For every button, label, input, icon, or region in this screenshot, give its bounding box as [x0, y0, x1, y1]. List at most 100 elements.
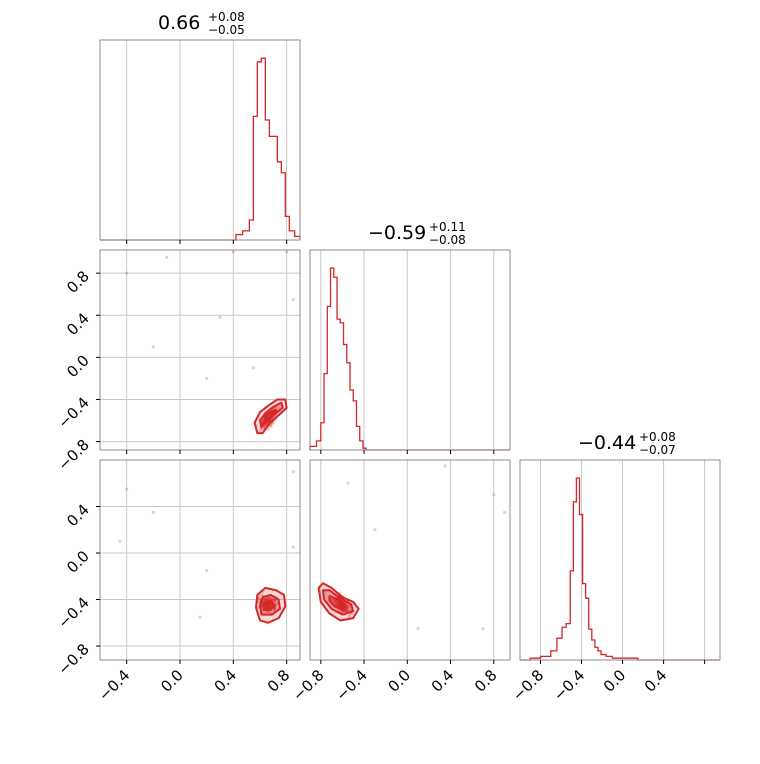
diag-3-bin-3 [557, 638, 562, 660]
cross-2-1-point-5 [285, 250, 289, 254]
cross-2-1-ylabel-4: 0.8 [63, 267, 93, 297]
cross-3-1-cloud-point-161 [272, 598, 276, 602]
cross-3-2-cloud-point-249 [344, 607, 348, 611]
cross-3-2-cloud-point-252 [345, 606, 349, 609]
diag-1-title-minus: −0.05 [208, 23, 245, 37]
cross-3-1-cloud-point-37 [261, 611, 265, 615]
diag-2-histogram-step [309, 267, 510, 451]
cross-2-1-point-8 [251, 366, 255, 370]
cross-3-1-point-0 [125, 487, 129, 491]
cross-3-1-cloud-point-215 [263, 598, 267, 602]
frames-layer [96, 39, 721, 664]
diag-2-bin-3 [324, 374, 327, 450]
cross-2-1-point-2 [231, 250, 235, 254]
diag-1-title-plus: +0.08 [208, 10, 245, 24]
cross-2-1-cloud-point-216 [270, 425, 273, 429]
diag-2-bin-2 [321, 423, 324, 450]
cross-3-2-cloud-point-248 [348, 605, 351, 609]
cross-3-1-point-4 [291, 470, 295, 474]
cross-3-1-point-3 [198, 615, 202, 619]
diag-1-bin-1 [236, 235, 243, 240]
diag-3-bin-10 [583, 584, 586, 660]
cross-3-2-xlabel-3: 0.4 [428, 666, 458, 696]
diag-3-bin-13 [592, 640, 595, 660]
cross-3-2-point-4 [481, 627, 485, 631]
diag-3-bin-16 [601, 655, 606, 660]
cross-3-1-frame [99, 459, 301, 661]
cross-2-1-ylabel-0: −0.8 [54, 436, 92, 474]
diag-1-bin-3 [249, 220, 253, 240]
diag-1-histogram-step [100, 57, 301, 241]
cross-3-1-ylabel-2: 0.0 [63, 547, 93, 577]
cross-3-2-point-1 [492, 493, 496, 497]
diag-1-title-value: 0.66 [158, 12, 200, 34]
cross-3-1-cloud-point-133 [266, 596, 270, 600]
grid-layer [100, 40, 706, 660]
cross-3-1-point-6 [118, 539, 122, 543]
cross-2-1-cloud-point-138 [266, 428, 270, 432]
diag-3-bin-7 [573, 502, 576, 660]
diag-1-bin-14 [295, 236, 300, 240]
cross-2-1-cloud-point-212 [277, 406, 281, 410]
diag-1-bin-13 [289, 231, 294, 240]
cross-3-1-cloud-point-194 [258, 597, 262, 601]
cross-3-2-cloud-point-174 [345, 608, 348, 612]
cross-2-1-ylabel-1: −0.4 [54, 394, 92, 432]
cross-3-2-xlabel-0: −0.8 [289, 666, 327, 704]
diag-3-xlabel-1: −0.4 [550, 666, 588, 704]
diag-2-bin-6 [334, 277, 337, 450]
cross-2-1-point-0 [125, 271, 129, 275]
diag-2-bin-7 [337, 319, 340, 450]
diag-2-title-plus: +0.11 [429, 220, 466, 234]
cross-3-1-xlabel-0: −0.4 [95, 666, 133, 704]
cross-2-1-point-3 [218, 315, 222, 319]
cross-3-1-cloud-point-20 [267, 596, 270, 600]
cross-2-1-frame [99, 249, 301, 451]
diag-2-title-value: −0.59 [368, 222, 426, 244]
diag-1-bin-8 [269, 136, 273, 240]
cross-3-2-xlabel-1: −0.4 [332, 666, 370, 704]
diag-3-xlabel-0: −0.8 [509, 666, 547, 704]
diag-2-bin-11 [350, 390, 353, 450]
cross-3-2-cloud-point-186 [342, 609, 346, 613]
marks-layer [100, 57, 720, 661]
cross-2-1-ylabel-2: 0.0 [63, 351, 93, 381]
diag-2-title-minus: −0.08 [429, 233, 466, 247]
diag-3-frame [519, 459, 721, 661]
diag-1-bin-4 [253, 116, 257, 240]
cross-3-1-xlabel-2: 0.4 [211, 666, 241, 696]
cross-3-2-cloud-point-51 [347, 604, 351, 608]
diag-3-bin-8 [576, 478, 579, 660]
cross-2-1-point-6 [205, 376, 209, 381]
diag-2-frame [309, 249, 511, 451]
cross-3-2-cloud-point-162 [345, 606, 348, 610]
diag-2-bin-0 [310, 446, 316, 450]
cross-3-1-xlabel-1: 0.0 [157, 666, 187, 696]
cross-3-1-cloud-point-188 [272, 598, 276, 602]
cross-2-1-cloud-point-105 [259, 428, 263, 432]
cross-3-1-cloud-point-111 [272, 598, 276, 602]
cross-3-1-cloud-point-76 [264, 597, 268, 601]
cross-2-1-cloud-point-77 [269, 423, 273, 427]
diag-1-bin-6 [261, 58, 265, 240]
cross-3-1-cloud-point-31 [274, 598, 278, 602]
cross-2-1-ylabel-3: 0.4 [63, 309, 93, 339]
cross-3-2-cloud-point-202 [350, 612, 354, 616]
cross-3-2-cloud-point-37 [347, 604, 351, 608]
cross-3-2-cloud-point-167 [347, 614, 351, 618]
cross-3-2-point-3 [416, 627, 420, 631]
diag-1-bin-2 [243, 231, 250, 240]
cross-3-1-cloud-point-147 [266, 596, 269, 600]
diag-3-bin-4 [562, 627, 566, 660]
diag-3-bin-11 [586, 598, 589, 660]
cross-3-1-cloud-point-104 [272, 607, 276, 611]
cross-3-2-cloud-point-231 [345, 607, 349, 611]
diag-1-bin-10 [277, 162, 281, 240]
cross-3-2-cloud-point-3 [342, 609, 346, 613]
cross-3-1-cloud-point-196 [266, 610, 270, 614]
cross-3-2-cloud-point-246 [344, 608, 348, 612]
diag-3-bin-5 [566, 624, 570, 660]
diag-2-bin-5 [331, 268, 334, 450]
cross-3-1-contour-2 [263, 599, 276, 611]
cross-3-1-cloud-point-195 [269, 596, 273, 600]
